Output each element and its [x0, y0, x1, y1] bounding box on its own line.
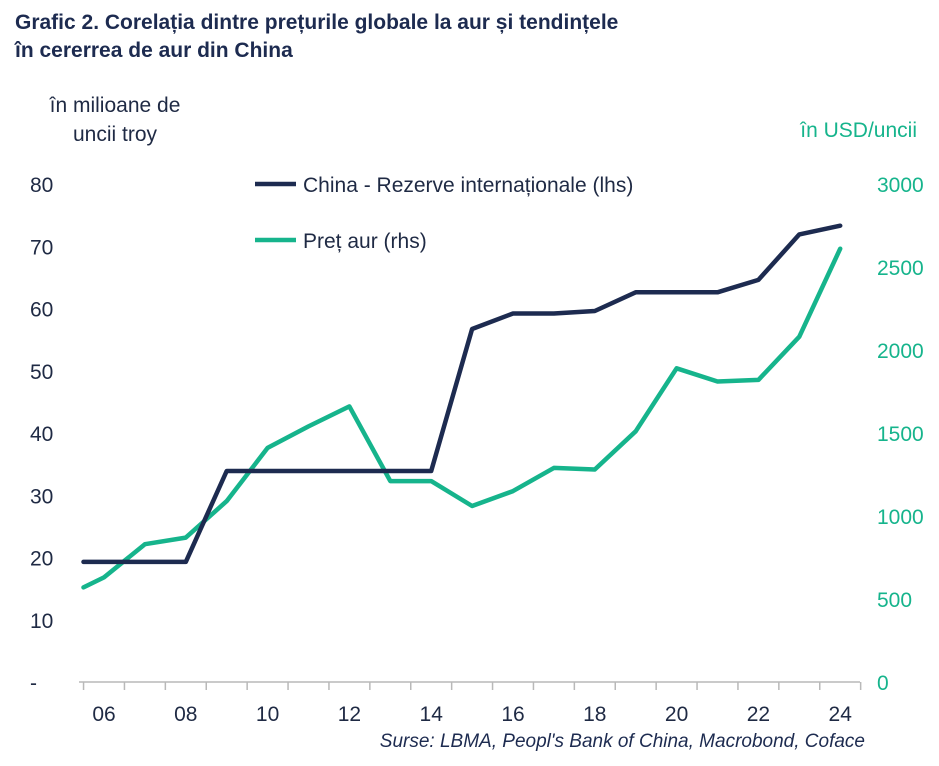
- x-tick-label: 06: [92, 703, 115, 726]
- left-tick-label: 60: [30, 299, 53, 322]
- right-tick-label: 2000: [877, 340, 924, 363]
- x-tick-label: 10: [256, 703, 279, 726]
- right-axis-unit-label: în USD/uncii: [800, 119, 917, 142]
- x-axis-ticks: 06 08 10 12 14 16 18 20 22 24: [82, 682, 862, 726]
- x-tick-label: 18: [583, 703, 606, 726]
- right-tick-label: 3000: [877, 174, 924, 197]
- right-tick-label: 2500: [877, 257, 924, 280]
- right-axis-ticks: 0 500 1000 1500 2000 2500 3000: [877, 174, 924, 695]
- chart-title: Grafic 2. Corelația dintre prețurile glo…: [15, 9, 618, 65]
- x-tick-label: 08: [174, 703, 197, 726]
- right-tick-label: 500: [877, 589, 912, 612]
- series-line-gold-price: [81, 246, 843, 590]
- chart-title-line2: în cererrea de aur din China: [15, 39, 293, 62]
- x-tick-label: 20: [665, 703, 688, 726]
- series-line-reserves: [81, 223, 843, 565]
- legend-label-reserves: China - Rezerve internaționale (lhs): [303, 174, 633, 197]
- left-tick-label: 20: [30, 548, 53, 571]
- left-tick-label: 50: [30, 361, 53, 384]
- right-tick-label: 0: [877, 672, 889, 695]
- left-tick-label: 80: [30, 174, 53, 197]
- left-tick-label: 40: [30, 423, 53, 446]
- left-axis-unit-label: în milioane de uncii troy: [49, 94, 181, 146]
- x-tick-label: 12: [338, 703, 361, 726]
- x-tick-label: 24: [829, 703, 853, 726]
- left-tick-label: 30: [30, 485, 53, 508]
- legend-label-gold-price: Preț aur (rhs): [303, 230, 427, 253]
- left-axis-ticks: - 10 20 30 40 50 60 70 80: [30, 174, 53, 695]
- legend: China - Rezerve internaționale (lhs) Pre…: [255, 174, 633, 253]
- x-tick-label: 22: [747, 703, 770, 726]
- left-tick-label: 70: [30, 236, 53, 259]
- x-tick-label: 14: [420, 703, 444, 726]
- x-tick-label: 16: [501, 703, 524, 726]
- series-layer: [81, 223, 843, 590]
- source-note: Surse: LBMA, Peopl's Bank of China, Macr…: [379, 731, 865, 752]
- chart-title-line1: Grafic 2. Corelația dintre prețurile glo…: [15, 11, 619, 34]
- right-tick-label: 1500: [877, 423, 924, 446]
- right-tick-label: 1000: [877, 506, 924, 529]
- left-tick-label: -: [30, 672, 37, 695]
- left-tick-label: 10: [30, 610, 53, 633]
